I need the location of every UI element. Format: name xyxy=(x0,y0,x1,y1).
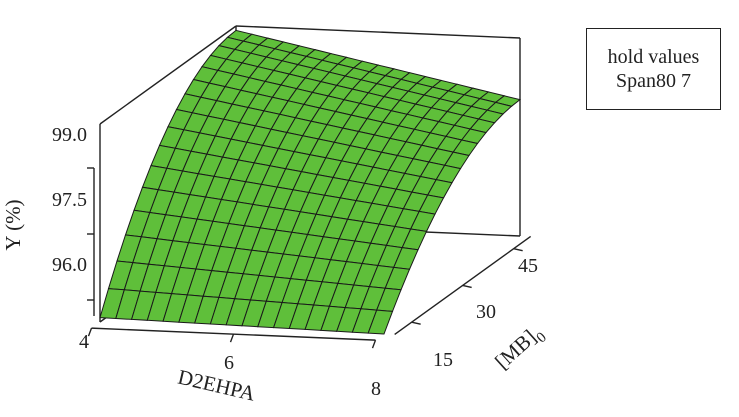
x-tick-label-6: 6 xyxy=(224,352,234,374)
hold-values-box: hold values Span80 7 xyxy=(586,28,721,110)
x-tick-0 xyxy=(87,327,93,337)
box-edge-top-right xyxy=(235,25,521,39)
z-axis-label: Y (%) xyxy=(1,199,25,250)
z-tick-label-96: 96.0 xyxy=(52,254,87,276)
x-tick-label-4: 4 xyxy=(79,331,89,353)
hold-values-title: hold values xyxy=(607,46,700,68)
x-axis-label: D2EHPA xyxy=(176,365,259,406)
z-tick-label-99: 99.0 xyxy=(52,124,87,146)
x-tick-label-8: 8 xyxy=(371,378,381,400)
box-edge-top-back xyxy=(99,25,237,125)
axes xyxy=(87,167,532,349)
surface-cell xyxy=(367,309,394,335)
hold-values-span80: Span80 7 xyxy=(616,70,691,92)
y-tick-0 xyxy=(411,321,421,325)
x-tick-1 xyxy=(229,333,235,343)
y-tick-label-45: 45 xyxy=(518,255,538,277)
y-tick-label-30: 30 xyxy=(476,301,496,323)
y-axis-label: [MB]0 xyxy=(490,320,550,378)
z-tick-label-97-5: 97.5 xyxy=(52,189,87,211)
y-tick-2 xyxy=(513,248,523,252)
response-surface xyxy=(99,29,522,335)
y-tick-1 xyxy=(462,284,472,289)
y-tick-label-15: 15 xyxy=(433,349,453,371)
x-tick-2 xyxy=(371,339,377,349)
